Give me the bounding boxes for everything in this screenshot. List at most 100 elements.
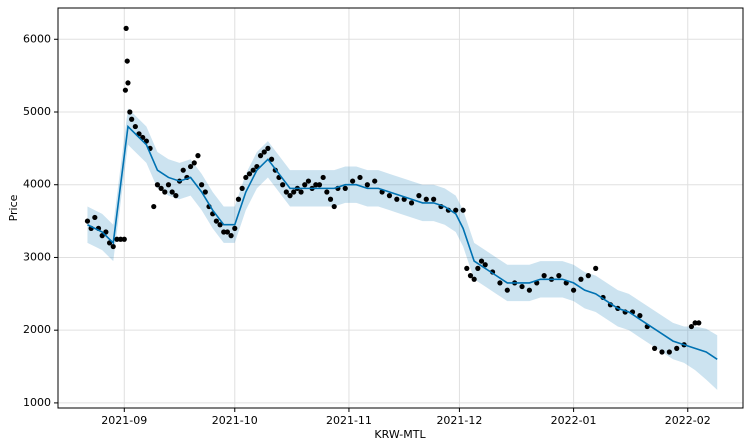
observed-point bbox=[674, 345, 680, 351]
observed-point bbox=[541, 273, 547, 279]
observed-point bbox=[232, 225, 238, 231]
observed-point bbox=[578, 276, 584, 282]
y-tick-label: 4000 bbox=[23, 178, 51, 191]
observed-point bbox=[110, 243, 116, 250]
observed-point bbox=[239, 185, 245, 191]
observed-point bbox=[129, 116, 135, 122]
observed-point bbox=[372, 178, 378, 184]
observed-point bbox=[269, 156, 275, 162]
observed-point bbox=[235, 196, 242, 202]
observed-point bbox=[151, 203, 157, 210]
observed-point bbox=[394, 196, 400, 202]
y-tick-label: 1000 bbox=[23, 396, 51, 409]
observed-point bbox=[652, 345, 658, 351]
observed-point bbox=[593, 265, 599, 271]
observed-point bbox=[637, 313, 643, 319]
observed-point bbox=[217, 222, 223, 228]
observed-point bbox=[666, 349, 672, 355]
x-tick-label: 2021-12 bbox=[436, 414, 482, 427]
observed-point bbox=[261, 149, 267, 155]
observed-point bbox=[460, 207, 466, 213]
x-tick-label: 2021-10 bbox=[212, 414, 258, 427]
observed-point bbox=[482, 262, 488, 268]
y-tick-label: 6000 bbox=[23, 32, 51, 45]
observed-point bbox=[316, 182, 323, 188]
observed-point bbox=[688, 323, 695, 330]
observed-point bbox=[191, 160, 197, 166]
y-tick-label: 3000 bbox=[23, 250, 51, 263]
observed-point bbox=[585, 273, 591, 279]
observed-point bbox=[342, 185, 348, 191]
y-tick-label: 5000 bbox=[23, 105, 51, 118]
observed-point bbox=[291, 189, 297, 195]
observed-point bbox=[187, 163, 194, 170]
observed-point bbox=[169, 189, 175, 195]
y-axis-label: Price bbox=[7, 194, 20, 221]
observed-point bbox=[283, 189, 289, 195]
observed-point bbox=[92, 214, 98, 221]
observed-point bbox=[123, 25, 129, 31]
observed-point bbox=[250, 167, 256, 173]
observed-point bbox=[324, 189, 330, 195]
observed-point bbox=[431, 196, 437, 202]
x-tick-label: 2022-01 bbox=[551, 414, 597, 427]
observed-point bbox=[497, 280, 503, 286]
observed-point bbox=[357, 174, 363, 181]
observed-point bbox=[114, 236, 120, 242]
grid bbox=[58, 8, 743, 408]
observed-point bbox=[122, 87, 128, 93]
observed-point bbox=[180, 167, 186, 173]
observed-point bbox=[162, 189, 168, 195]
observed-point bbox=[350, 178, 356, 184]
observed-point bbox=[313, 182, 319, 188]
observed-point bbox=[202, 189, 208, 195]
observed-point bbox=[224, 229, 231, 235]
observed-point bbox=[464, 265, 470, 271]
x-tick-label: 2021-09 bbox=[101, 414, 147, 427]
observed-point bbox=[199, 182, 205, 188]
y-tick-label: 2000 bbox=[23, 323, 51, 336]
observed-point bbox=[320, 174, 326, 181]
x-tick-label: 2021-11 bbox=[326, 414, 372, 427]
observed-point bbox=[165, 182, 172, 188]
observed-point bbox=[386, 193, 393, 199]
x-tick-label: 2022-02 bbox=[665, 414, 711, 427]
observed-point bbox=[195, 153, 201, 159]
observed-point bbox=[526, 287, 532, 293]
observed-point bbox=[287, 193, 293, 199]
observed-point bbox=[118, 236, 124, 242]
plot-frame bbox=[57, 7, 744, 409]
uncertainty-band bbox=[87, 108, 718, 390]
observed-point bbox=[478, 258, 485, 264]
observed-point bbox=[173, 193, 179, 199]
observed-point bbox=[364, 182, 370, 188]
observed-point bbox=[692, 320, 698, 326]
observed-point bbox=[331, 203, 337, 210]
observed-point bbox=[132, 123, 138, 130]
observed-point bbox=[471, 276, 477, 282]
forecast-line bbox=[87, 124, 718, 360]
observed-point bbox=[265, 145, 271, 151]
observed-point bbox=[408, 200, 415, 206]
observed-point bbox=[504, 287, 510, 293]
x-axis-label: KRW-MTL bbox=[374, 428, 426, 441]
observed-point bbox=[696, 320, 702, 326]
observed-point bbox=[121, 236, 127, 242]
observed-point bbox=[125, 80, 131, 86]
observed-point bbox=[127, 109, 133, 115]
observed-point bbox=[327, 196, 334, 202]
observed-point bbox=[213, 218, 219, 224]
observed-point bbox=[124, 58, 130, 64]
plot bbox=[84, 25, 718, 390]
observed-point bbox=[158, 185, 164, 191]
observed-point bbox=[305, 178, 312, 184]
observed-point bbox=[221, 229, 227, 235]
observed-point bbox=[519, 283, 525, 290]
observed-point bbox=[154, 182, 161, 188]
observed-point bbox=[280, 182, 286, 188]
observed-point bbox=[298, 189, 304, 195]
observed-point bbox=[556, 273, 562, 279]
observed-point bbox=[302, 182, 308, 188]
observed-point bbox=[475, 265, 481, 271]
